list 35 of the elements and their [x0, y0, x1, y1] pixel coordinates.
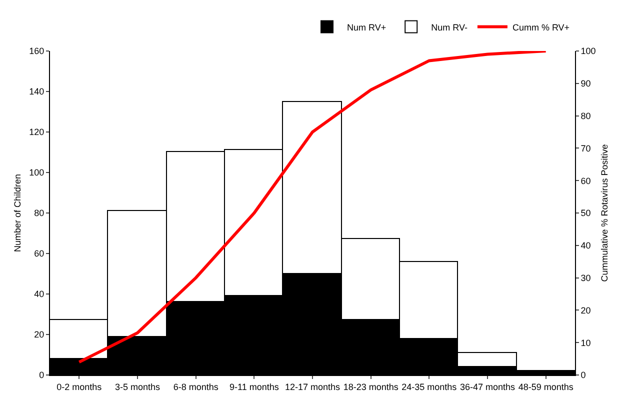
y2-tick-label: 70 [580, 143, 591, 154]
legend-label: Num RV- [431, 22, 468, 32]
y2-tick-label: 10 [580, 338, 591, 348]
y-tick-label: 100 [29, 168, 44, 178]
y2-tick-label: 60 [580, 176, 591, 186]
line-series [78, 51, 548, 364]
y2-tick-label: 0 [580, 370, 586, 380]
legend-label: Cumm % RV+ [512, 22, 570, 32]
y2-tick-label: 90 [580, 78, 591, 89]
x-tick-label: 18-23 months [343, 382, 399, 392]
x-tick-label: 48-59 months [518, 382, 574, 392]
y-tick-label: 0 [39, 370, 44, 380]
y-tick-label: 40 [34, 289, 44, 300]
y2-axis-title: Cummulative % Rotavirus Positive [600, 144, 610, 282]
y2-tick-label: 80 [580, 110, 591, 121]
x-tick-label: 9-11 months [229, 382, 280, 392]
y2-tick-label: 40 [580, 240, 591, 251]
y-tick-label: 140 [29, 86, 44, 97]
x-tick-label: 24-35 months [402, 382, 458, 392]
y-tick-label: 60 [34, 248, 44, 259]
y2-tick-label: 100 [580, 46, 596, 56]
x-tick-label: 6-8 months [173, 382, 219, 392]
x-tick-label: 36-47 months [460, 382, 516, 392]
y-tick-label: 160 [29, 46, 44, 56]
x-tick-label: 3-5 months [114, 382, 161, 392]
y-axis-title: Number of Children [12, 174, 23, 252]
y-tick-label: 80 [34, 208, 44, 218]
y2-tick-label: 20 [580, 305, 591, 316]
legend-label: Num RV+ [347, 22, 386, 32]
y-tick-label: 120 [29, 127, 44, 138]
y2-tick-label: 30 [580, 272, 591, 283]
x-tick-label: 12-17 months [284, 382, 341, 392]
y-tick-label: 20 [34, 330, 44, 340]
y2-tick-label: 50 [580, 208, 591, 218]
x-tick-label: 0-2 months [56, 382, 102, 392]
